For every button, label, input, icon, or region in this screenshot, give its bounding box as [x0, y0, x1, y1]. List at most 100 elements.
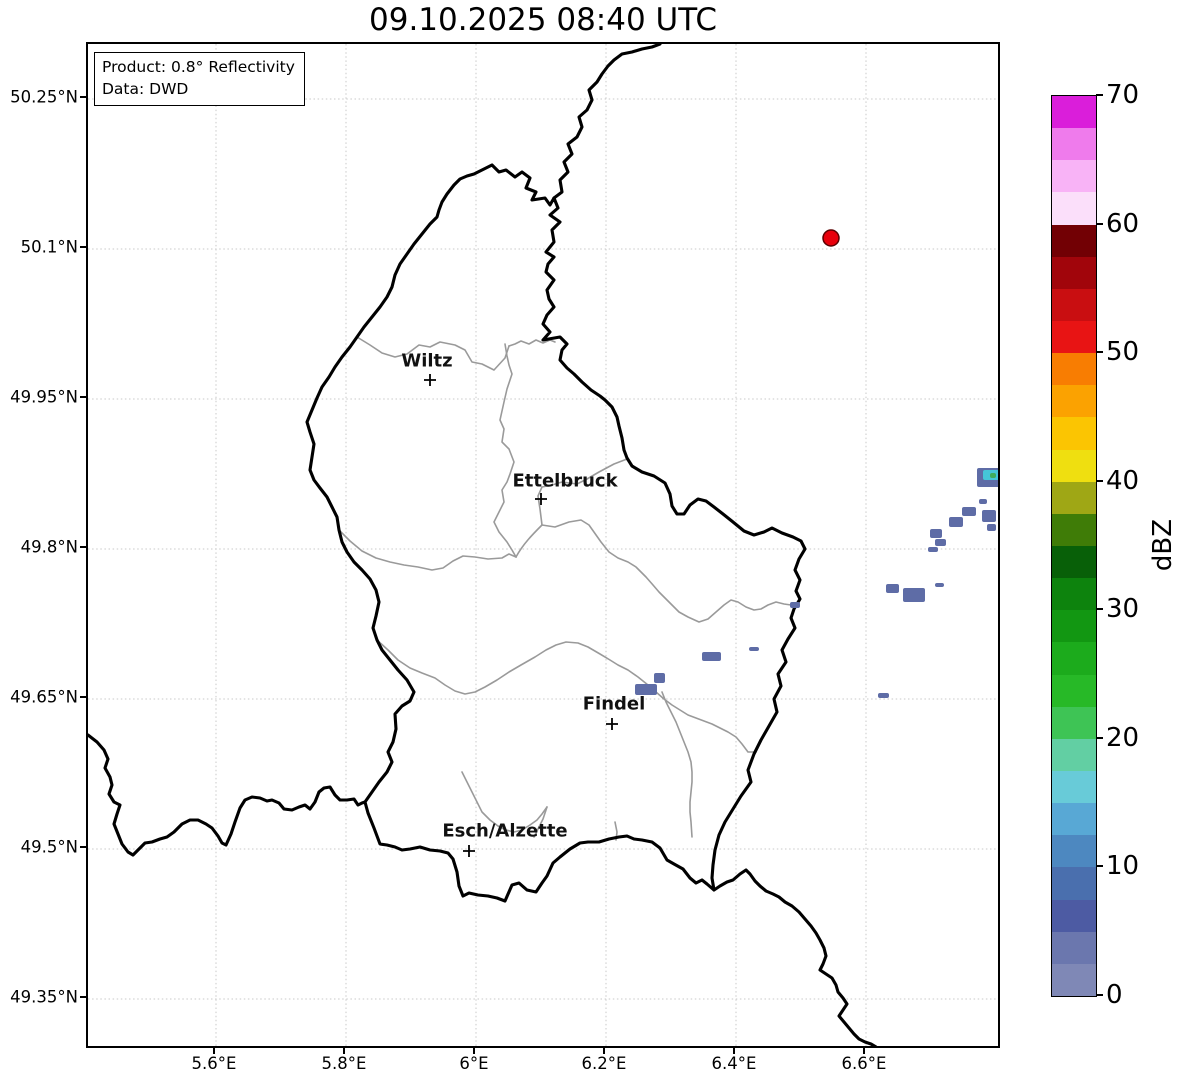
data-source-line: Data: DWD [102, 80, 189, 99]
luxembourg-map [88, 44, 998, 1046]
city-label: Ettelbruck [512, 470, 618, 492]
radar-echo-patch [654, 673, 665, 683]
colorbar-tick-label: 30 [1106, 594, 1140, 625]
colorbar-tick-mark [1096, 351, 1103, 354]
lat-tick-mark [80, 996, 86, 998]
radar-echo-patch [935, 539, 946, 546]
colorbar-tick-label: 50 [1106, 337, 1140, 368]
lat-tick-mark [80, 696, 86, 698]
lat-tick-mark [80, 846, 86, 848]
belgium-germany-border [552, 44, 662, 200]
city-plus-marker [535, 493, 547, 505]
lon-tick-label: 6.6°E [841, 1054, 887, 1073]
colorbar-segment [1052, 931, 1096, 964]
colorbar-tick-label: 10 [1106, 851, 1140, 882]
radar-echo-patch [635, 684, 657, 695]
colorbar-tick-mark [1096, 479, 1103, 482]
colorbar-segment [1052, 256, 1096, 289]
radar-echo-patch [982, 510, 996, 522]
radar-echo-patch [949, 517, 963, 527]
city-plus-marker [424, 374, 436, 386]
city-label: Findel [582, 693, 646, 715]
reflectivity-colorbar [1051, 95, 1097, 997]
colorbar-segment [1052, 674, 1096, 707]
colorbar-tick-label: 60 [1106, 208, 1140, 239]
lon-tick-mark [213, 1048, 215, 1054]
luxembourg-border [305, 163, 807, 903]
radar-echo-patch [930, 529, 942, 538]
radar-echo-patch [702, 652, 721, 661]
lat-tick-mark [80, 246, 86, 248]
lat-tick-mark [80, 396, 86, 398]
product-line: Product: 0.8° Reflectivity [102, 58, 295, 76]
radar-site-marker [822, 229, 840, 247]
lon-tick-mark [473, 1048, 475, 1054]
colorbar-segment [1052, 288, 1096, 321]
lat-tick-label: 49.95°N [10, 387, 78, 407]
lat-tick-label: 49.35°N [10, 987, 78, 1007]
map-axes: Product: 0.8° Reflectivity Data: DWD Wil… [86, 42, 1000, 1048]
colorbar-segment [1052, 353, 1096, 386]
colorbar-tick-mark [1096, 222, 1103, 225]
radar-echoes [635, 468, 998, 698]
colorbar-unit-label: dBZ [1148, 518, 1178, 572]
lat-tick-mark [80, 96, 86, 98]
lon-tick-mark [603, 1048, 605, 1054]
colorbar-segment [1052, 160, 1096, 193]
radar-echo-patch [790, 602, 800, 608]
radar-echo-patch [928, 547, 938, 552]
colorbar-tick-mark [1096, 608, 1103, 611]
colorbar-segment [1052, 513, 1096, 546]
colorbar-segment [1052, 899, 1096, 932]
radar-echo-patch [878, 693, 889, 698]
graticule-gridlines [88, 44, 998, 1046]
radar-echo-patch [990, 473, 996, 478]
radar-echo-patch [749, 647, 759, 651]
colorbar-tick-mark [1096, 865, 1103, 868]
colorbar-segment [1052, 128, 1096, 161]
colorbar-tick-label: 40 [1106, 465, 1140, 496]
colorbar-segment [1052, 224, 1096, 257]
colorbar-segment [1052, 481, 1096, 514]
city-markers [424, 374, 618, 857]
product-info-box: Product: 0.8° Reflectivity Data: DWD [94, 52, 305, 106]
radar-echo-patch [886, 584, 899, 593]
colorbar-segment [1052, 449, 1096, 482]
colorbar-segment [1052, 417, 1096, 450]
france-belgium-border [88, 733, 367, 857]
lon-tick-label: 6°E [459, 1054, 489, 1073]
lat-tick-label: 49.5°N [20, 837, 78, 857]
colorbar-segment [1052, 738, 1096, 771]
radar-echo-patch [987, 524, 996, 531]
colorbar-segment [1052, 963, 1096, 996]
colorbar-segment [1052, 835, 1096, 868]
colorbar-segment [1052, 96, 1096, 129]
figure-title: 09.10.2025 08:40 UTC [369, 2, 717, 38]
city-plus-marker [606, 718, 618, 730]
radar-echo-patch [962, 507, 976, 516]
radar-echo-patch [903, 588, 925, 602]
lat-tick-label: 50.1°N [20, 237, 78, 257]
colorbar-tick-mark [1096, 94, 1103, 96]
colorbar-tick-label: 0 [1106, 980, 1123, 1010]
country-borders [88, 44, 878, 1046]
lat-tick-label: 50.25°N [10, 87, 78, 107]
colorbar-segment [1052, 610, 1096, 643]
lon-tick-label: 6.2°E [581, 1054, 627, 1073]
lon-tick-label: 6.4°E [711, 1054, 757, 1073]
radar-echo-patch [935, 583, 944, 587]
lat-tick-label: 49.8°N [20, 537, 78, 557]
colorbar-segment [1052, 192, 1096, 225]
colorbar-tick-mark [1096, 994, 1103, 996]
colorbar-segment [1052, 770, 1096, 804]
lon-tick-mark [733, 1048, 735, 1054]
france-germany-border [712, 868, 878, 1046]
colorbar-segment [1052, 867, 1096, 900]
lon-tick-mark [863, 1048, 865, 1054]
colorbar-segment [1052, 803, 1096, 836]
colorbar-tick-label: 20 [1106, 722, 1140, 753]
lat-tick-label: 49.65°N [10, 687, 78, 707]
colorbar-segment [1052, 578, 1096, 611]
colorbar-segment [1052, 706, 1096, 739]
